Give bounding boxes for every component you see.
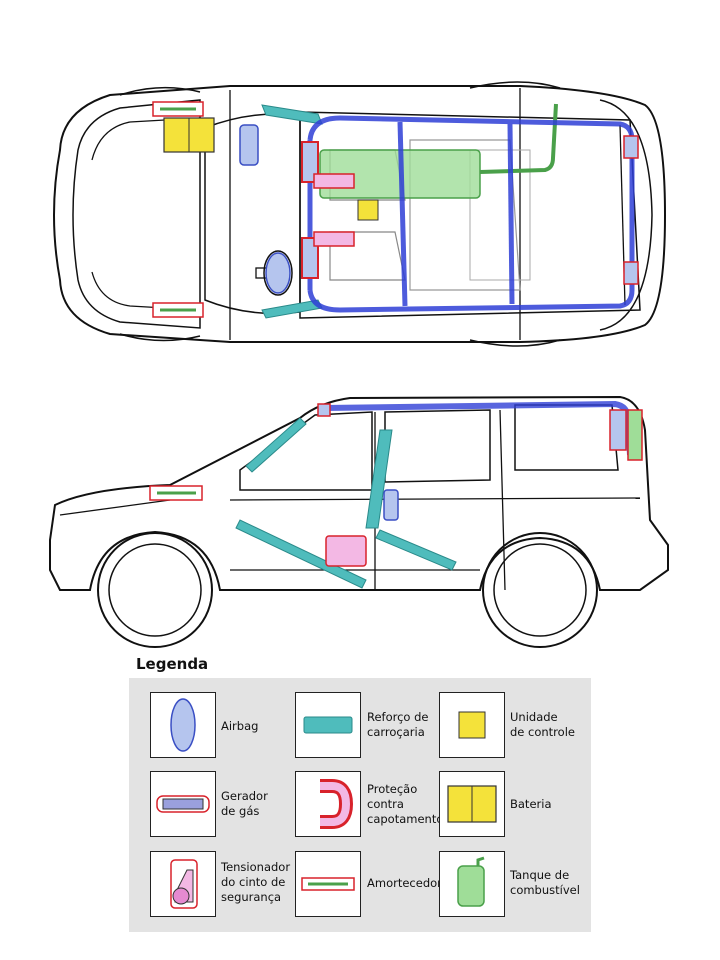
legend-label-damper: Amortecedor: [367, 876, 442, 890]
damper-icon: [295, 851, 361, 917]
legend-label-fuel-tank: Tanque de combustível: [510, 868, 580, 897]
rollover-protection-icon: [295, 771, 361, 837]
legend-label-control-unit: Unidade de controle: [510, 710, 575, 739]
legend-panel: Airbag Reforço de carroçaria Unidade de …: [129, 678, 591, 932]
tensioner-icon: [150, 851, 216, 917]
battery-icon: [439, 771, 505, 837]
top-view-components: [152, 101, 639, 318]
reinforcement-icon: [295, 692, 361, 758]
control-unit-icon: [439, 692, 505, 758]
car-side-view: [49, 395, 669, 648]
legend-label-rollover-protection: Proteção contra capotamento: [367, 782, 444, 826]
legend-label-battery: Bateria: [510, 797, 552, 811]
legend-label-airbag: Airbag: [221, 719, 259, 733]
legend-label-reinforcement: Reforço de carroçaria: [367, 710, 429, 739]
legend-label-gas-generator: Gerador de gás: [221, 789, 268, 818]
legend-label-tensioner: Tensionador do cinto de segurança: [221, 860, 291, 904]
gas-generator-icon: [150, 771, 216, 837]
side-view-overlays: [149, 400, 643, 589]
vehicle-safety-diagram: [49, 81, 669, 648]
fuel-tank-icon: [439, 851, 505, 917]
legend-title: Legenda: [136, 655, 209, 673]
airbag-icon: [150, 692, 216, 758]
